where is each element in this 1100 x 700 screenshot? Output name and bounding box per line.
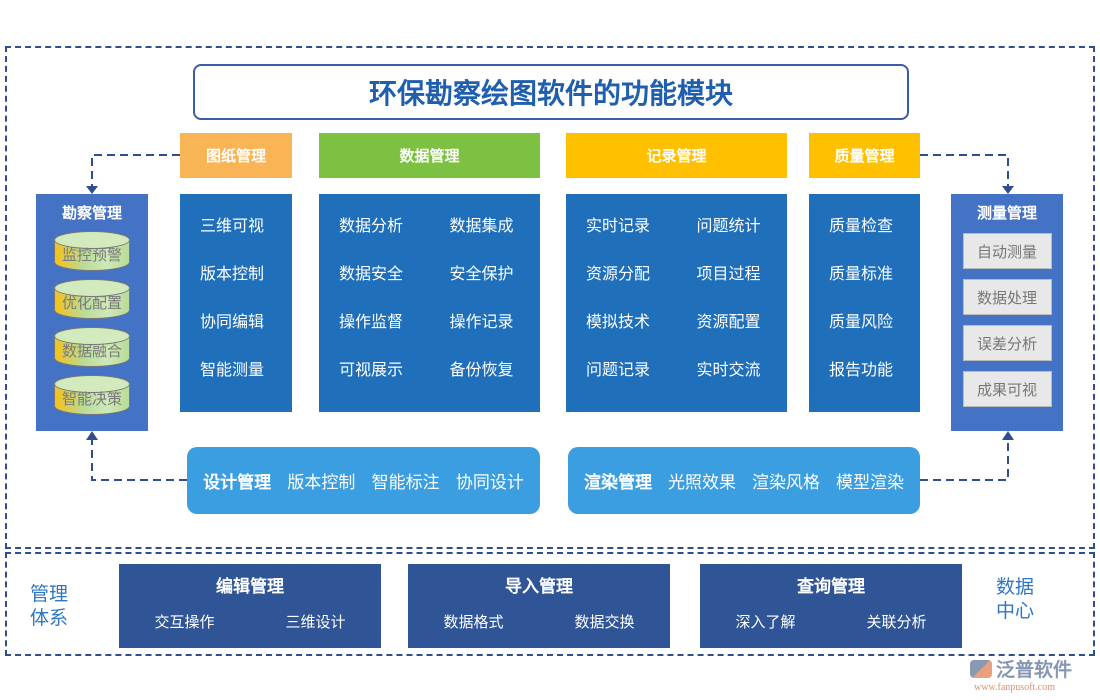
measure-title: 测量管理 (976, 204, 1037, 222)
pill-item: 渲染风格 (752, 473, 820, 493)
module-item: 可视展示 (339, 360, 404, 379)
render-management: 渲染管理 光照效果 渲染风格 模型渲染 (568, 447, 920, 514)
module-item: 数据分析 (339, 216, 404, 235)
bottom-item: 数据格式 (443, 613, 504, 631)
module-item: 数据安全 (339, 264, 404, 283)
top-frame (5, 46, 1095, 549)
database-item: 监控预警 (54, 231, 130, 271)
page-title: 环保勘察绘图软件的功能模块 (193, 64, 909, 120)
module-panel: 数据分析 数据集成数据安全 安全保护操作监督 操作记录可视展示 备份恢复 (319, 194, 540, 412)
survey-title: 勘察管理 (61, 204, 122, 222)
module-item: 质量检查 (829, 216, 894, 235)
logo-text: 泛普软件 (996, 659, 1073, 681)
module-item: 实时交流 (696, 360, 761, 379)
tab-header: 质量管理 (809, 133, 920, 178)
module-item: 资源分配 (586, 264, 651, 283)
bottom-item: 三维设计 (285, 613, 346, 631)
bottom-item: 关联分析 (866, 613, 927, 631)
tab-header: 记录管理 (566, 133, 787, 178)
module-item: 协同编辑 (200, 312, 265, 331)
measure-item: 成果可视 (962, 371, 1052, 407)
tab-header: 图纸管理 (180, 133, 292, 178)
module-item: 质量标准 (829, 264, 894, 283)
module-item: 操作记录 (449, 312, 514, 331)
module-item: 项目过程 (696, 264, 761, 283)
measure-item: 误差分析 (962, 325, 1052, 361)
bottom-item: 数据交换 (574, 613, 635, 631)
bottom-frame (5, 552, 1095, 656)
measure-item: 自动测量 (962, 233, 1052, 269)
module-item: 质量风险 (829, 312, 894, 331)
bottom-title: 查询管理 (797, 577, 865, 597)
pill-item: 光照效果 (668, 473, 736, 493)
database-item: 智能决策 (54, 375, 130, 415)
module-item: 三维可视 (200, 216, 265, 235)
design-management: 设计管理 版本控制 智能标注 协同设计 (187, 447, 540, 514)
module-item: 备份恢复 (449, 360, 514, 379)
module-panel: 三维可视版本控制协同编辑智能测量 (180, 194, 292, 412)
module-item: 报告功能 (829, 360, 894, 379)
management-system-label: 管理体系 (30, 583, 69, 629)
bottom-module: 查询管理 深入了解 关联分析 (700, 564, 962, 648)
bottom-item: 深入了解 (735, 613, 796, 631)
module-item: 资源配置 (696, 312, 761, 331)
tab-header: 数据管理 (319, 133, 540, 178)
logo-url: www.fanpusoft.com (974, 682, 1056, 693)
bottom-module: 导入管理 数据格式 数据交换 (408, 564, 670, 648)
fanpu-logo: 泛普软件 www.fanpusoft.com (970, 655, 1095, 693)
module-item: 安全保护 (449, 264, 514, 283)
bottom-title: 编辑管理 (216, 577, 284, 597)
database-item: 数据融合 (54, 327, 130, 367)
pill-title: 渲染管理 (584, 473, 652, 493)
data-center-label: 数据中心 (996, 576, 1035, 622)
module-item: 实时记录 (586, 216, 651, 235)
pill-item: 协同设计 (455, 473, 524, 493)
pill-item: 版本控制 (287, 473, 356, 493)
measure-item: 数据处理 (962, 279, 1052, 315)
bottom-title: 导入管理 (505, 577, 573, 597)
module-panel: 实时记录 问题统计资源分配 项目过程模拟技术 资源配置问题记录 实时交流 (566, 194, 787, 412)
pill-item: 模型渲染 (836, 473, 904, 493)
bottom-item: 交互操作 (154, 613, 215, 631)
pill-item: 智能标注 (371, 473, 440, 493)
module-item: 问题统计 (696, 216, 761, 235)
module-item: 智能测量 (200, 360, 265, 379)
database-item: 优化配置 (54, 279, 130, 319)
measure-management: 测量管理 自动测量 数据处理 误差分析 成果可视 (951, 194, 1063, 431)
module-item: 问题记录 (586, 360, 651, 379)
pill-title: 设计管理 (203, 473, 272, 493)
module-item: 模拟技术 (586, 312, 651, 331)
survey-management: 勘察管理 监控预警 优化配置 数据融合 智能决策 (36, 194, 148, 431)
bottom-module: 编辑管理 交互操作 三维设计 (119, 564, 381, 648)
module-item: 版本控制 (200, 264, 265, 283)
logo-icon (970, 659, 992, 678)
module-panel: 质量检查质量标准质量风险报告功能 (809, 194, 920, 412)
module-item: 操作监督 (339, 312, 404, 331)
module-item: 数据集成 (449, 216, 514, 235)
